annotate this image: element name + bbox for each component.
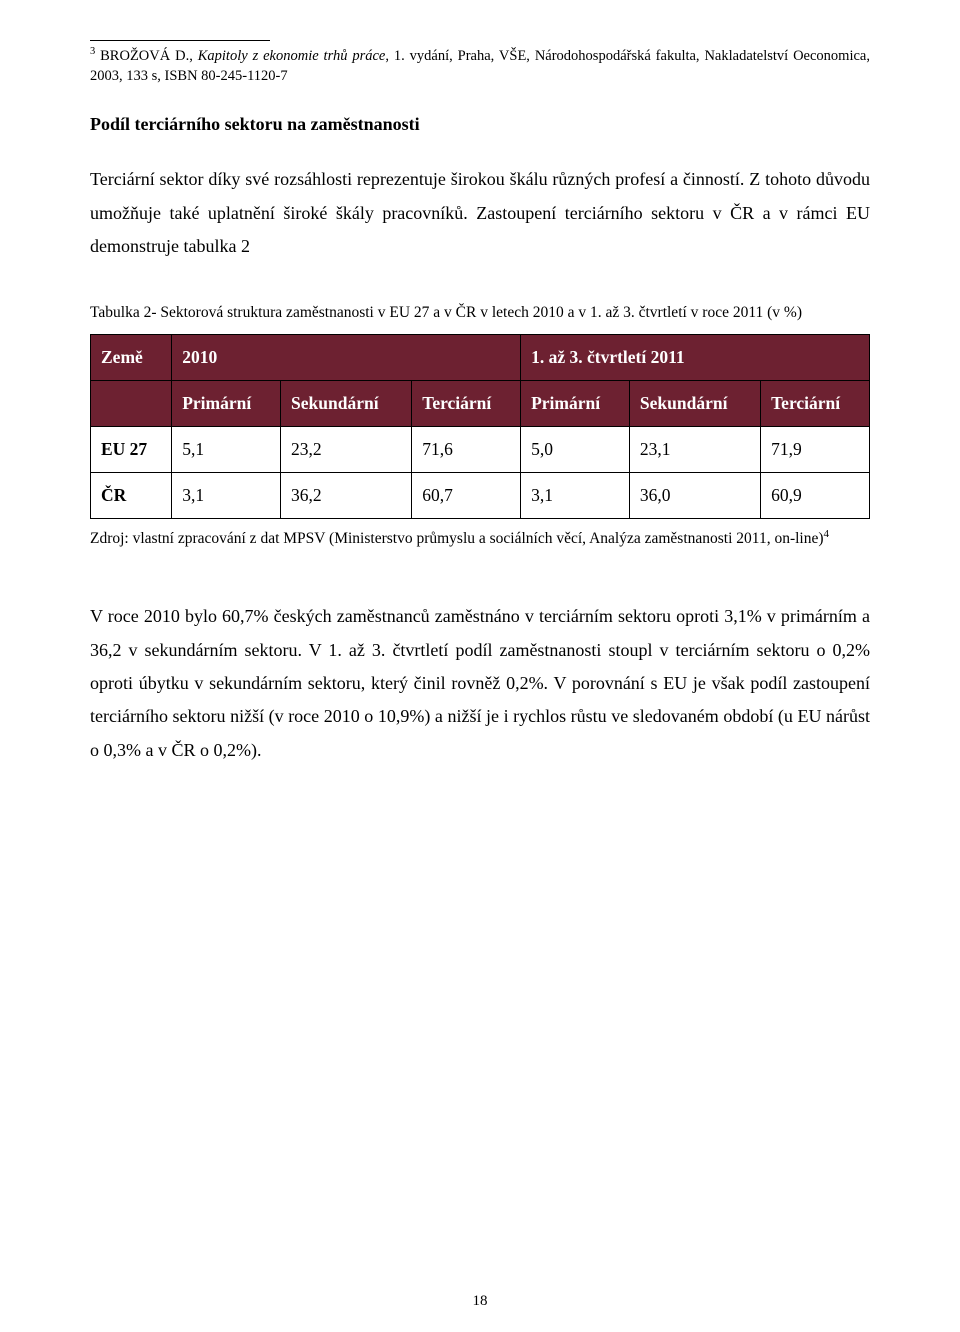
row-label: ČR: [91, 473, 172, 519]
cell: 36,0: [629, 473, 760, 519]
paragraph-intro: Terciární sektor díky své rozsáhlosti re…: [90, 163, 870, 263]
cell: 36,2: [281, 473, 412, 519]
cell: 71,6: [412, 427, 521, 473]
paragraph-analysis: V roce 2010 bylo 60,7% českých zaměstnan…: [90, 600, 870, 766]
row-label: EU 27: [91, 427, 172, 473]
th-2011: 1. až 3. čtvrtletí 2011: [521, 335, 870, 381]
table-row: ČR 3,1 36,2 60,7 3,1 36,0 60,9: [91, 473, 870, 519]
th-sek-2011: Sekundární: [629, 381, 760, 427]
table-row: EU 27 5,1 23,2 71,6 5,0 23,1 71,9: [91, 427, 870, 473]
th-sek-2010: Sekundární: [281, 381, 412, 427]
footnote-text-a: BROŽOVÁ D.,: [95, 48, 197, 64]
section-heading: Podíl terciárního sektoru na zaměstnanos…: [90, 114, 870, 135]
cell: 60,7: [412, 473, 521, 519]
th-2010: 2010: [172, 335, 521, 381]
th-country: Země: [91, 335, 172, 381]
page-number: 18: [0, 1293, 960, 1310]
cell: 23,2: [281, 427, 412, 473]
cell: 3,1: [172, 473, 281, 519]
cell: 60,9: [761, 473, 870, 519]
th-prim-2011: Primární: [521, 381, 630, 427]
table-header-row-2: Primární Sekundární Terciární Primární S…: [91, 381, 870, 427]
cell: 5,0: [521, 427, 630, 473]
table-source-text: Zdroj: vlastní zpracování z dat MPSV (Mi…: [90, 530, 824, 547]
table-source: Zdroj: vlastní zpracování z dat MPSV (Mi…: [90, 527, 870, 550]
cell: 23,1: [629, 427, 760, 473]
th-prim-2010: Primární: [172, 381, 281, 427]
table-header-row-1: Země 2010 1. až 3. čtvrtletí 2011: [91, 335, 870, 381]
footnote-separator: [90, 40, 270, 41]
table-source-sup: 4: [824, 528, 830, 540]
cell: 3,1: [521, 473, 630, 519]
th-terc-2010: Terciární: [412, 381, 521, 427]
th-terc-2011: Terciární: [761, 381, 870, 427]
th-empty: [91, 381, 172, 427]
cell: 5,1: [172, 427, 281, 473]
table-caption: Tabulka 2- Sektorová struktura zaměstnan…: [90, 303, 870, 324]
cell: 71,9: [761, 427, 870, 473]
footnote-italic: Kapitoly z ekonomie trhů práce: [198, 48, 386, 64]
footnote: 3 BROŽOVÁ D., Kapitoly z ekonomie trhů p…: [90, 45, 870, 86]
sector-table: Země 2010 1. až 3. čtvrtletí 2011 Primár…: [90, 334, 870, 519]
